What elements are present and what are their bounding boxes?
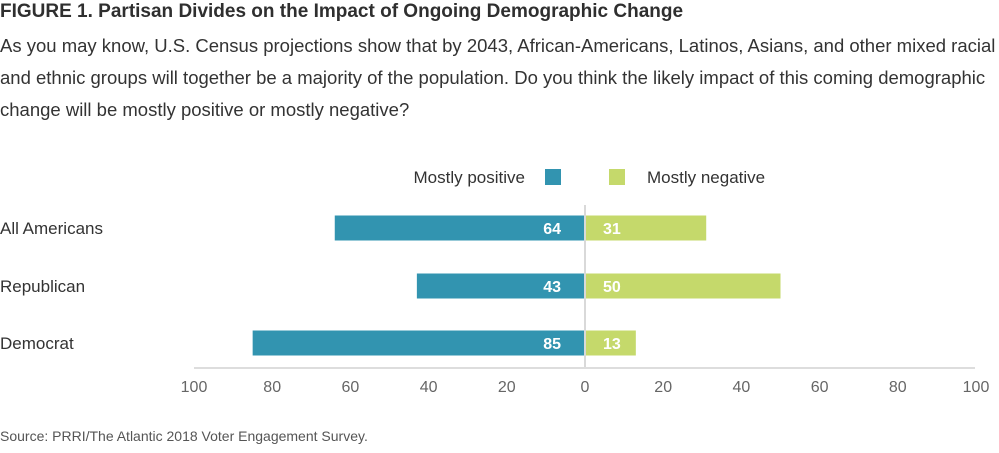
x-axis: 100 80 60 40 20 0 20 40 60 80 100 <box>181 205 990 396</box>
chart-title: FIGURE 1. Partisan Divides on the Impact… <box>0 1 684 22</box>
x-tick-label: 20 <box>498 379 516 396</box>
bar-mostly-negative <box>585 273 781 299</box>
data-label-positive: 64 <box>543 221 561 238</box>
x-tick-label: 40 <box>420 379 438 396</box>
source-note: Source: PRRI/The Atlantic 2018 Voter Eng… <box>0 428 368 444</box>
x-tick-label: 60 <box>342 379 360 396</box>
bar-mostly-positive <box>334 215 585 241</box>
data-label-positive: 85 <box>543 336 561 353</box>
x-tick-label: 100 <box>181 379 208 396</box>
data-label-negative: 50 <box>603 279 621 296</box>
legend-label-mostly-negative: Mostly negative <box>647 168 765 187</box>
data-label-positive: 43 <box>543 279 561 296</box>
data-label-negative: 13 <box>603 336 621 353</box>
x-tick-label: 80 <box>263 379 281 396</box>
category-label: Republican <box>0 277 85 296</box>
x-tick-label: 100 <box>963 379 990 396</box>
category-label: All Americans <box>0 219 103 238</box>
category-label: Democrat <box>0 334 74 353</box>
x-tick-label: 0 <box>581 379 590 396</box>
legend-label-mostly-positive: Mostly positive <box>414 168 525 187</box>
x-tick-label: 20 <box>654 379 672 396</box>
data-label-negative: 31 <box>603 221 621 238</box>
bar-mostly-negative <box>585 215 707 241</box>
x-tick-label: 60 <box>811 379 829 396</box>
bars: All Americans 64 31 Republican 43 50 Democrat 8… <box>0 215 781 356</box>
bar-mostly-negative <box>585 330 636 356</box>
bar-mostly-positive <box>416 273 585 299</box>
legend-swatch-mostly-positive <box>545 169 561 185</box>
legend-swatch-mostly-negative <box>609 169 625 185</box>
chart-subtitle-question: As you may know, U.S. Census projections… <box>0 35 996 120</box>
x-tick-label: 40 <box>733 379 751 396</box>
legend: Mostly positive Mostly negative <box>414 168 766 187</box>
x-tick-label: 80 <box>889 379 907 396</box>
bar-mostly-positive <box>252 330 585 356</box>
